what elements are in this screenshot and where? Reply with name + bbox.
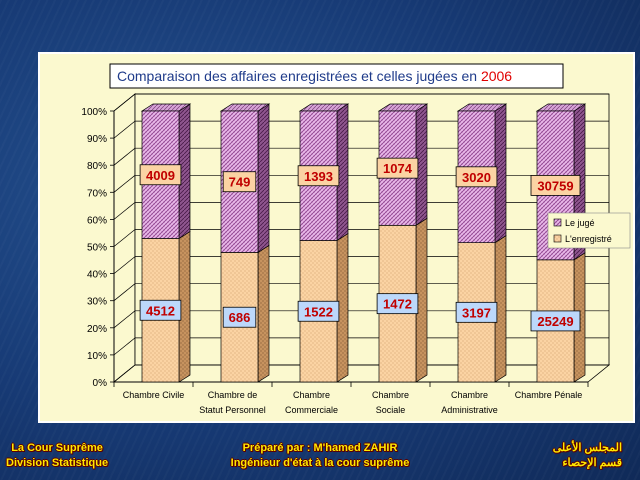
y-tick-label: 10% — [87, 351, 107, 362]
data-label-juge: 1393 — [304, 169, 333, 184]
y-tick-label: 50% — [87, 243, 107, 254]
y-tick-label: 20% — [87, 324, 107, 335]
footer-center: Préparé par : M'hamed ZAHIR Ingénieur d'… — [0, 441, 640, 471]
x-tick-label: Chambre Civile — [123, 390, 185, 400]
footer-author-title: Ingénieur d'état à la cour suprême — [230, 457, 410, 469]
footer-left-line2: Division Statistique — [6, 457, 109, 469]
y-tick-label: 70% — [87, 188, 107, 199]
y-tick-label: 0% — [93, 378, 108, 389]
data-label-box-juge — [222, 171, 257, 193]
bar-side-enregistre — [257, 244, 270, 383]
gridline-left — [113, 364, 136, 383]
gridline-left — [113, 337, 136, 356]
bar-side-juge — [257, 103, 270, 254]
data-label-juge: 3020 — [462, 170, 491, 185]
data-label-box-juge — [376, 157, 419, 179]
gridline-left — [113, 93, 136, 112]
data-label-box-juge — [297, 165, 340, 187]
data-label-box-enregistre — [530, 310, 581, 332]
data-label-juge: 749 — [229, 175, 251, 190]
stacked-bar-chart: Comparaison des affaires enregistrées et… — [81, 63, 631, 415]
chart-title: Comparaison des affaires enregistrées et… — [117, 68, 512, 84]
y-tick-label: 80% — [87, 161, 107, 172]
data-label-box-enregistre — [297, 300, 340, 322]
x-tick-label: Chambre Pénale — [515, 390, 583, 400]
chart-title-box — [109, 63, 564, 89]
gridline-left — [113, 202, 136, 220]
legend-label-juge: Le jugé — [565, 218, 595, 228]
footer-left: La Cour Suprême Division Statistique — [6, 441, 108, 471]
legend-swatch-juge — [553, 218, 562, 227]
y-tick-label: 90% — [87, 134, 107, 145]
data-label-enregistre: 4512 — [146, 303, 175, 318]
x-tick-label: Chambre — [451, 390, 488, 400]
data-label-box-enregistre — [139, 299, 182, 321]
y-tick-label: 30% — [87, 297, 107, 308]
data-label-juge: 30759 — [537, 178, 573, 193]
chart-frame: Comparaison des affaires enregistrées et… — [38, 52, 635, 423]
data-label-box-enregistre — [222, 306, 257, 328]
data-label-enregistre: 25249 — [537, 314, 573, 329]
data-label-enregistre: 1522 — [304, 304, 333, 319]
y-tick-label: 60% — [87, 215, 107, 226]
y-tick-label: 100% — [81, 107, 107, 118]
x-tick-label: Administrative — [441, 405, 498, 415]
gridline-left — [113, 229, 136, 247]
data-label-enregistre: 686 — [229, 310, 251, 325]
x-tick-label: Chambre — [293, 390, 330, 400]
x-tick-label: Sociale — [376, 405, 406, 415]
footer-right-line2: قسم الإحصاء — [562, 457, 622, 469]
gridline-left — [113, 120, 136, 139]
gridline-left — [113, 147, 136, 166]
footer-right-line1: المجلس الأعلى — [552, 442, 622, 454]
data-label-enregistre: 1472 — [383, 297, 412, 312]
footer-author: Préparé par : M'hamed ZAHIR — [242, 442, 398, 454]
data-label-box-enregistre — [455, 301, 498, 323]
legend-swatch-enregistre — [553, 234, 562, 243]
data-label-box-enregistre — [376, 293, 419, 315]
legend — [547, 212, 631, 249]
x-tick-label: Statut Personnel — [199, 405, 266, 415]
data-label-juge: 4009 — [146, 168, 175, 183]
legend-label-enregistre: L'enregistré — [565, 234, 612, 244]
footer-right: المجلس الأعلى قسم الإحصاء — [553, 441, 622, 471]
data-label-juge: 1074 — [383, 161, 413, 176]
gridline-left — [113, 175, 136, 193]
data-label-box-juge — [139, 164, 182, 186]
gridline-left — [113, 310, 136, 329]
gridline-left — [113, 283, 136, 301]
y-tick-label: 40% — [87, 270, 107, 281]
x-tick-label: Commerciale — [285, 405, 338, 415]
footer-left-line1: La Cour Suprême — [11, 442, 103, 454]
data-label-enregistre: 3197 — [462, 305, 491, 320]
x-tick-label: Chambre — [372, 390, 409, 400]
gridline-left — [113, 256, 136, 274]
data-label-box-juge — [455, 166, 498, 188]
x-tick-label: Chambre de — [208, 390, 258, 400]
data-label-box-juge — [530, 175, 581, 196]
